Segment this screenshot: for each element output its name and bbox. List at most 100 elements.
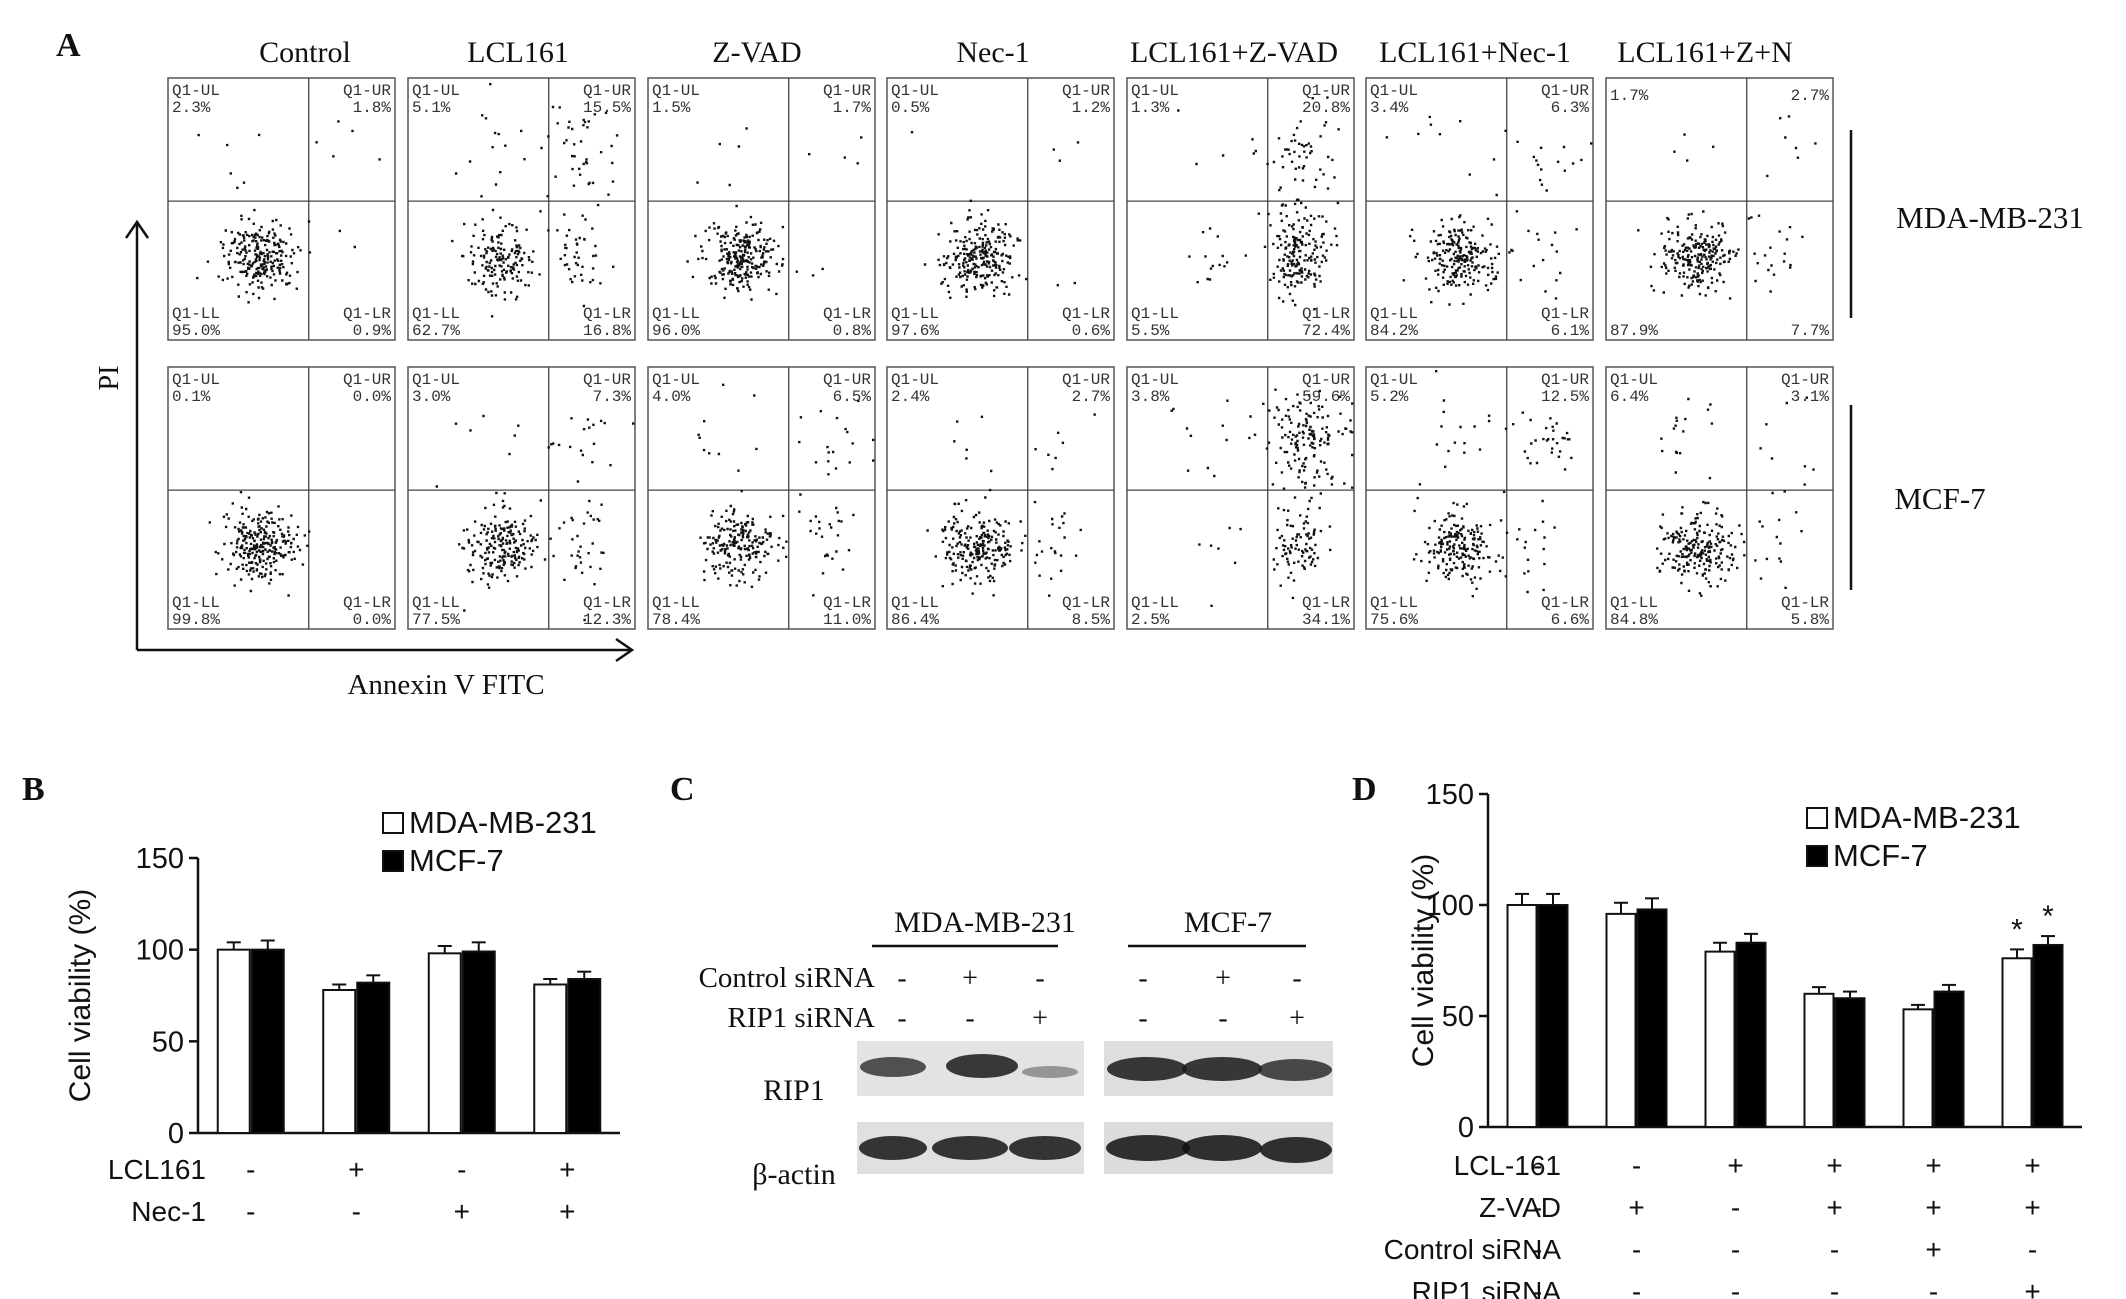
bar bbox=[427, 952, 462, 1134]
flow-events bbox=[208, 491, 311, 597]
quadrant-value-ul: 1.7% bbox=[1610, 87, 1649, 105]
blot-sign: - bbox=[897, 1003, 906, 1034]
blot-sign: - bbox=[1138, 1003, 1147, 1034]
column-header-lcl161-zvad: LCL161+Z-VAD bbox=[1130, 36, 1338, 69]
quadrant-value-ur: 12.5% bbox=[1541, 388, 1589, 406]
quadrant-name-lr: Q1-LR bbox=[1781, 594, 1829, 612]
quadrant-name-ul: Q1-UL bbox=[652, 371, 700, 389]
treatment-sign: - bbox=[1632, 1150, 1641, 1181]
blot-rip1 bbox=[857, 1041, 1333, 1096]
blot-group-label-mcf7: MCF-7 bbox=[1184, 906, 1272, 939]
bar bbox=[533, 983, 568, 1134]
treatment-sign: + bbox=[1925, 1150, 1941, 1181]
treatment-sign: - bbox=[2028, 1234, 2037, 1265]
quadrant-value-lr: 0.9% bbox=[353, 322, 392, 340]
blot-beta-actin bbox=[857, 1122, 1333, 1174]
quadrant-value-ul: 3.8% bbox=[1131, 388, 1170, 406]
treatment-sign: + bbox=[1628, 1192, 1644, 1223]
panel-label-c: C bbox=[670, 771, 695, 808]
flow-plot-frame bbox=[167, 77, 396, 341]
y-tick-label: 100 bbox=[1426, 890, 1474, 922]
panel-label-b: B bbox=[22, 771, 45, 808]
y-tick-label: 0 bbox=[168, 1118, 184, 1150]
blot-sign: + bbox=[1215, 963, 1231, 994]
treatment-sign: - bbox=[1632, 1276, 1641, 1299]
quadrant-name-ur: Q1-UR bbox=[1302, 371, 1350, 389]
treatment-sign: + bbox=[559, 1154, 575, 1185]
flow-plot: Q1-UL Q1-UR Q1-LL Q1-LR 0.5% 1.2% 97.6% 0.6% bbox=[886, 77, 1115, 341]
bar bbox=[2032, 943, 2064, 1129]
blot-sign-grid: - + - - + - - - + - - + bbox=[897, 963, 1305, 1034]
quadrant-value-ll: 2.5% bbox=[1131, 611, 1170, 629]
column-header-nec1: Nec-1 bbox=[956, 36, 1029, 69]
flow-plot: Q1-UL Q1-UR Q1-LL Q1-LR 2.3% 1.8% 95.0% 0.9% bbox=[167, 77, 396, 341]
bar bbox=[1704, 950, 1736, 1128]
bar bbox=[2001, 957, 2033, 1129]
treatment-sign: + bbox=[454, 1196, 470, 1227]
treatment-row-label: RIP1 siRNA bbox=[1412, 1276, 1562, 1299]
quadrant-value-ll: 84.8% bbox=[1610, 611, 1658, 629]
blot-sign: - bbox=[965, 1003, 974, 1034]
quadrant-value-ur: 1.8% bbox=[353, 99, 392, 117]
treatment-sign: - bbox=[246, 1196, 255, 1227]
quadrant-name-ll: Q1-LL bbox=[891, 305, 939, 323]
treatment-sign: - bbox=[1533, 1234, 1542, 1265]
bar bbox=[461, 950, 496, 1134]
quadrant-value-ul: 6.4% bbox=[1610, 388, 1649, 406]
treatment-sign: - bbox=[1929, 1276, 1938, 1299]
treatment-row-label: LCL161 bbox=[108, 1154, 206, 1185]
quadrant-value-ll: 96.0% bbox=[652, 322, 700, 340]
quadrant-value-ul: 3.0% bbox=[412, 388, 451, 406]
treatment-sign: + bbox=[559, 1196, 575, 1227]
treatment-sign: - bbox=[1731, 1276, 1740, 1299]
flow-plot: Q1-UL Q1-UR Q1-LL Q1-LR 1.5% 1.7% 96.0% 0.8% bbox=[647, 77, 876, 341]
quadrant-value-ll: 75.6% bbox=[1370, 611, 1418, 629]
quadrant-name-ll: Q1-LL bbox=[172, 305, 220, 323]
treatment-sign: - bbox=[1533, 1150, 1542, 1181]
bar bbox=[1933, 990, 1965, 1129]
treatment-sign: + bbox=[2024, 1276, 2040, 1299]
treatment-row-label: Z-VAD bbox=[1479, 1192, 1561, 1223]
y-axis-title: Cell viability (%) bbox=[1407, 854, 1440, 1067]
quadrant-name-lr: Q1-LR bbox=[823, 594, 871, 612]
blot-sign: - bbox=[1218, 1003, 1227, 1034]
quadrant-name-ll: Q1-LL bbox=[172, 594, 220, 612]
flow-events bbox=[686, 127, 863, 301]
blot-group-label-mda: MDA-MB-231 bbox=[894, 906, 1076, 939]
quadrant-name-ul: Q1-UL bbox=[1131, 82, 1179, 100]
quadrant-name-ul: Q1-UL bbox=[1131, 371, 1179, 389]
blot-band bbox=[860, 1057, 926, 1077]
column-header-lcl161: LCL161 bbox=[467, 36, 569, 69]
quadrant-name-ur: Q1-UR bbox=[1062, 371, 1110, 389]
blot-label-beta-actin: β-actin bbox=[752, 1158, 836, 1191]
quadrant-value-lr: 0.8% bbox=[833, 322, 872, 340]
flow-plot-frame bbox=[1365, 366, 1594, 630]
flow-plot-frame bbox=[407, 77, 636, 341]
treatment-sign: + bbox=[1727, 1150, 1743, 1181]
quadrant-value-ul: 1.5% bbox=[652, 99, 691, 117]
x-axis-label: Annexin V FITC bbox=[347, 669, 544, 701]
y-tick-label: 50 bbox=[1442, 1001, 1474, 1033]
quadrant-value-ul: 0.1% bbox=[172, 388, 211, 406]
quadrant-name-ul: Q1-UL bbox=[891, 82, 939, 100]
quadrant-name-ur: Q1-UR bbox=[1302, 82, 1350, 100]
legend-label: MCF-7 bbox=[1833, 838, 1928, 873]
flow-plot-frame bbox=[407, 366, 636, 630]
quadrant-name-ul: Q1-UL bbox=[891, 371, 939, 389]
bar bbox=[1902, 1008, 1934, 1129]
blot-sign: - bbox=[1138, 963, 1147, 994]
column-header-lcl161-zn: LCL161+Z+N bbox=[1617, 36, 1793, 69]
flow-plot-frame bbox=[167, 366, 396, 630]
quadrant-name-ll: Q1-LL bbox=[652, 305, 700, 323]
blot-sign: + bbox=[962, 963, 978, 994]
treatment-sign: - bbox=[457, 1154, 466, 1185]
quadrant-value-ur: 6.5% bbox=[833, 388, 872, 406]
flow-events bbox=[1170, 388, 1354, 607]
flow-events bbox=[926, 413, 1096, 597]
flow-plot: Q1-UL Q1-UR Q1-LL Q1-LR 3.8% 59.6% 2.5% 34.1% bbox=[1126, 366, 1355, 630]
quadrant-name-ul: Q1-UL bbox=[412, 371, 460, 389]
quadrant-value-lr: 72.4% bbox=[1302, 322, 1350, 340]
quadrant-name-ul: Q1-UL bbox=[412, 82, 460, 100]
quadrant-name-lr: Q1-LR bbox=[1062, 594, 1110, 612]
